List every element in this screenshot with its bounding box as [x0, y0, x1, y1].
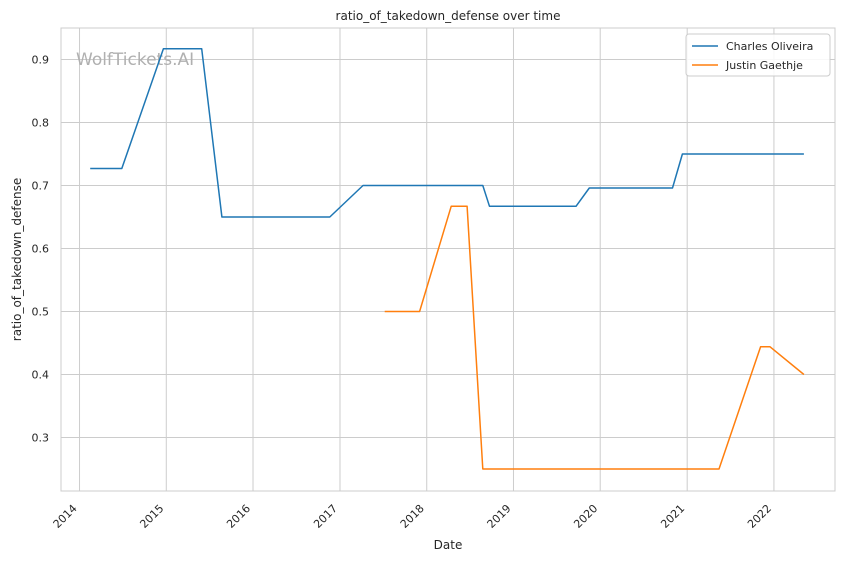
legend-label: Justin Gaethje: [725, 59, 803, 72]
y-tick-label: 0.9: [32, 53, 50, 66]
legend: Charles Oliveira Justin Gaethje: [685, 33, 831, 77]
series-line-1: [384, 205, 805, 470]
plot-frame: [60, 27, 836, 492]
series-layer: [90, 48, 805, 470]
y-tick-label: 0.3: [32, 431, 50, 444]
y-tick-label: 0.7: [32, 179, 50, 192]
chart-title: ratio_of_takedown_defense over time: [336, 9, 561, 23]
x-axis-label: Date: [434, 538, 463, 552]
y-tick-label: 0.6: [32, 242, 50, 255]
y-axis-label: ratio_of_takedown_defense: [10, 178, 24, 341]
legend-box: [685, 33, 831, 77]
series-line-0: [90, 48, 804, 218]
y-tick-label: 0.5: [32, 305, 50, 318]
y-tick-label: 0.8: [32, 116, 50, 129]
legend-label: Charles Oliveira: [726, 40, 813, 53]
watermark: WolfTickets.AI: [76, 50, 194, 70]
y-axis-ticks: 0.3 0.4 0.5 0.6 0.7 0.8 0.9: [32, 53, 50, 444]
y-tick-label: 0.4: [32, 368, 50, 381]
